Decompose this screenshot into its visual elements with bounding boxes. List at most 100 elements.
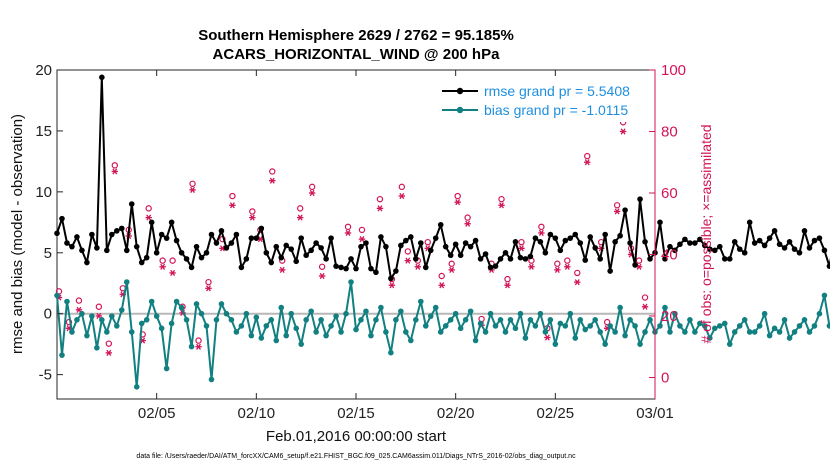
bias-point — [213, 316, 220, 323]
bias-series-group — [54, 279, 830, 390]
rmse-point — [208, 231, 215, 238]
obs-possible-marker — [229, 192, 236, 200]
bias-point — [746, 329, 753, 335]
rmse-point — [667, 243, 673, 250]
rmse-point — [79, 247, 85, 254]
rmse-point — [542, 249, 549, 256]
y-left-tick-label: 5 — [44, 245, 52, 262]
bias-point — [268, 316, 275, 323]
rmse-line — [56, 76, 830, 280]
obs-assimilated-stroke — [518, 245, 524, 252]
rmse-point — [781, 245, 788, 251]
obs-assimilated-stroke — [190, 186, 195, 194]
rmse-point — [482, 251, 489, 257]
bias-point — [667, 329, 673, 335]
rmse-point — [741, 249, 748, 256]
x-tick-label: 02/05 — [138, 405, 176, 422]
rmse-point — [123, 247, 130, 254]
rmse-point — [716, 243, 723, 250]
y-axis-label-left: rmse and bias (model - observation) — [9, 114, 26, 354]
bias-point — [806, 329, 813, 335]
obs-possible-marker — [189, 180, 196, 187]
obs-assimilated-marker — [464, 220, 471, 227]
y-axis-label-right: # of obs: o=possible; ×=assimilated — [698, 124, 714, 343]
rmse-point — [607, 268, 613, 274]
rmse-point — [796, 249, 803, 256]
bias-point — [781, 316, 788, 323]
rmse-point — [432, 235, 439, 241]
obs-assimilated-marker — [398, 192, 406, 200]
obs-assimilated-stroke — [112, 168, 118, 175]
rmse-point — [517, 254, 524, 261]
bias-point — [168, 320, 175, 327]
obs-possible-marker — [95, 303, 103, 310]
bias-point — [303, 316, 309, 323]
rmse-point — [393, 268, 399, 274]
bias-point — [741, 316, 748, 323]
bias-point — [333, 313, 339, 319]
bias-point — [273, 337, 280, 344]
bias-point — [457, 325, 464, 332]
rmse-point — [373, 269, 379, 276]
bias-point — [826, 323, 830, 329]
obs-possible-marker — [111, 162, 119, 169]
rmse-point — [258, 225, 265, 232]
rmse-point — [502, 249, 509, 256]
rmse-point — [562, 237, 569, 244]
rmse-point — [731, 239, 738, 245]
bias-point — [173, 298, 180, 305]
rmse-point — [467, 243, 474, 250]
legend-box — [434, 78, 650, 122]
bias-point — [597, 329, 603, 335]
bias-point — [627, 316, 633, 323]
rmse-point — [328, 235, 334, 241]
bias-point — [482, 329, 489, 335]
bias-point — [383, 329, 389, 335]
rmse-point — [89, 231, 95, 238]
bias-point — [811, 323, 818, 329]
rmse-point — [791, 246, 798, 252]
y-left-tick-label: -5 — [39, 367, 52, 384]
obs-assimilated-marker — [574, 279, 581, 286]
y-right-tick-label: 40 — [661, 246, 678, 263]
bias-point — [766, 332, 773, 339]
rmse-point — [128, 201, 135, 207]
rmse-point — [368, 265, 374, 272]
bias-point — [109, 313, 115, 319]
rmse-point — [497, 256, 504, 262]
bias-point — [736, 323, 743, 329]
rmse-point — [193, 243, 200, 250]
obs-possible-marker — [344, 223, 352, 231]
obs-possible-marker — [574, 269, 581, 277]
rmse-point — [74, 234, 80, 240]
bias-point — [607, 323, 613, 329]
obs-possible-marker — [105, 340, 113, 347]
bias-point — [527, 316, 534, 323]
obs-assimilated-stroke — [564, 263, 570, 270]
bias-point — [248, 332, 255, 339]
obs-assimilated-marker — [404, 257, 412, 264]
bias-point — [677, 323, 683, 329]
obs-assimilated-marker — [229, 202, 236, 209]
rmse-point — [602, 231, 608, 238]
bias-point — [328, 323, 334, 329]
rmse-point — [487, 264, 494, 271]
obs-assimilated-stroke — [620, 128, 626, 135]
obs-possible-marker — [498, 195, 505, 203]
bias-point — [542, 329, 549, 335]
rmse-point — [413, 256, 419, 262]
obs-assimilated-marker — [376, 205, 384, 212]
obs-possible-marker — [296, 205, 304, 212]
obs-assimilated-stroke — [140, 337, 146, 344]
rmse-point — [64, 240, 70, 246]
obs-possible-marker — [564, 257, 571, 264]
bias-point — [726, 341, 733, 347]
rmse-point — [697, 236, 703, 243]
rmse-point — [507, 256, 514, 262]
rmse-point — [308, 247, 314, 254]
rmse-point — [353, 265, 359, 272]
bias-point — [761, 310, 768, 317]
y-right-tick-label: 100 — [661, 62, 686, 79]
rmse-point — [692, 240, 698, 246]
rmse-point — [801, 228, 808, 234]
